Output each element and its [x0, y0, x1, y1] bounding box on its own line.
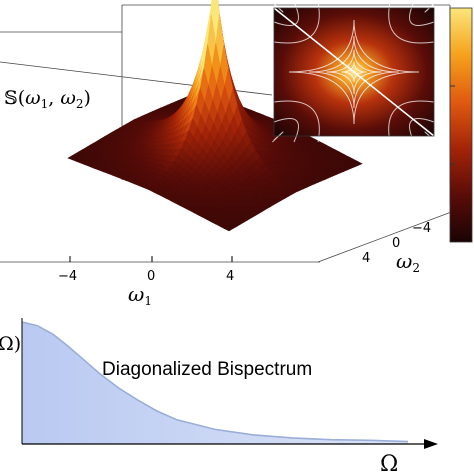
inset-contour — [424, 1, 436, 13]
inset-contour — [272, 1, 284, 13]
surface-plot: 𝕊(ω1, ω2) −4 0 4 ω1 4 0 −4 ω2 — [0, 0, 473, 308]
inset-contour — [273, 1, 320, 44]
ylabel: ω2 — [396, 249, 420, 275]
zlabel: 𝕊(ω1, ω2) — [4, 87, 91, 111]
surface-cell — [223, 226, 234, 232]
x-axis-arrow — [424, 439, 438, 449]
inset-contour — [288, 19, 420, 125]
inset-heatmap — [272, 1, 436, 143]
area-ylabel: Ω) — [0, 333, 21, 355]
inset-contours — [272, 1, 436, 143]
x-tick-label: 0 — [147, 269, 155, 284]
area-title: Diagonalized Bispectrum — [102, 359, 312, 380]
inset-contour — [409, 1, 435, 26]
inset-contour — [273, 118, 299, 143]
x-tick-label: −4 — [58, 269, 77, 284]
inset-contour — [409, 118, 435, 143]
inset-contour — [308, 35, 400, 109]
y-tick-label: −4 — [412, 221, 431, 236]
y-tick-label: 4 — [362, 251, 370, 266]
x-tick-label: 4 — [226, 269, 234, 284]
xlabel: ω1 — [128, 282, 152, 308]
inset-contour — [388, 100, 435, 143]
inset-diagonal — [273, 7, 435, 137]
area-fill — [22, 322, 408, 444]
colorbar — [449, 7, 473, 243]
y-tick-label: 0 — [392, 236, 400, 251]
y-ticks: 4 0 −4 — [362, 221, 431, 266]
x-ticks: −4 0 4 — [58, 256, 234, 284]
inset-contour — [326, 49, 382, 95]
inset-contour — [273, 100, 320, 143]
inset-contour — [341, 61, 367, 83]
inset-contour — [272, 131, 284, 143]
bispectrum-plot: Diagonalized Bispectrum Ω) Ω — [0, 318, 438, 474]
area-xlabel: Ω — [380, 452, 398, 474]
inset-contour — [388, 1, 435, 44]
area-line — [21, 321, 409, 443]
surface-mesh — [67, 0, 363, 232]
inset-contour — [424, 131, 436, 143]
inset-contour — [273, 1, 299, 26]
